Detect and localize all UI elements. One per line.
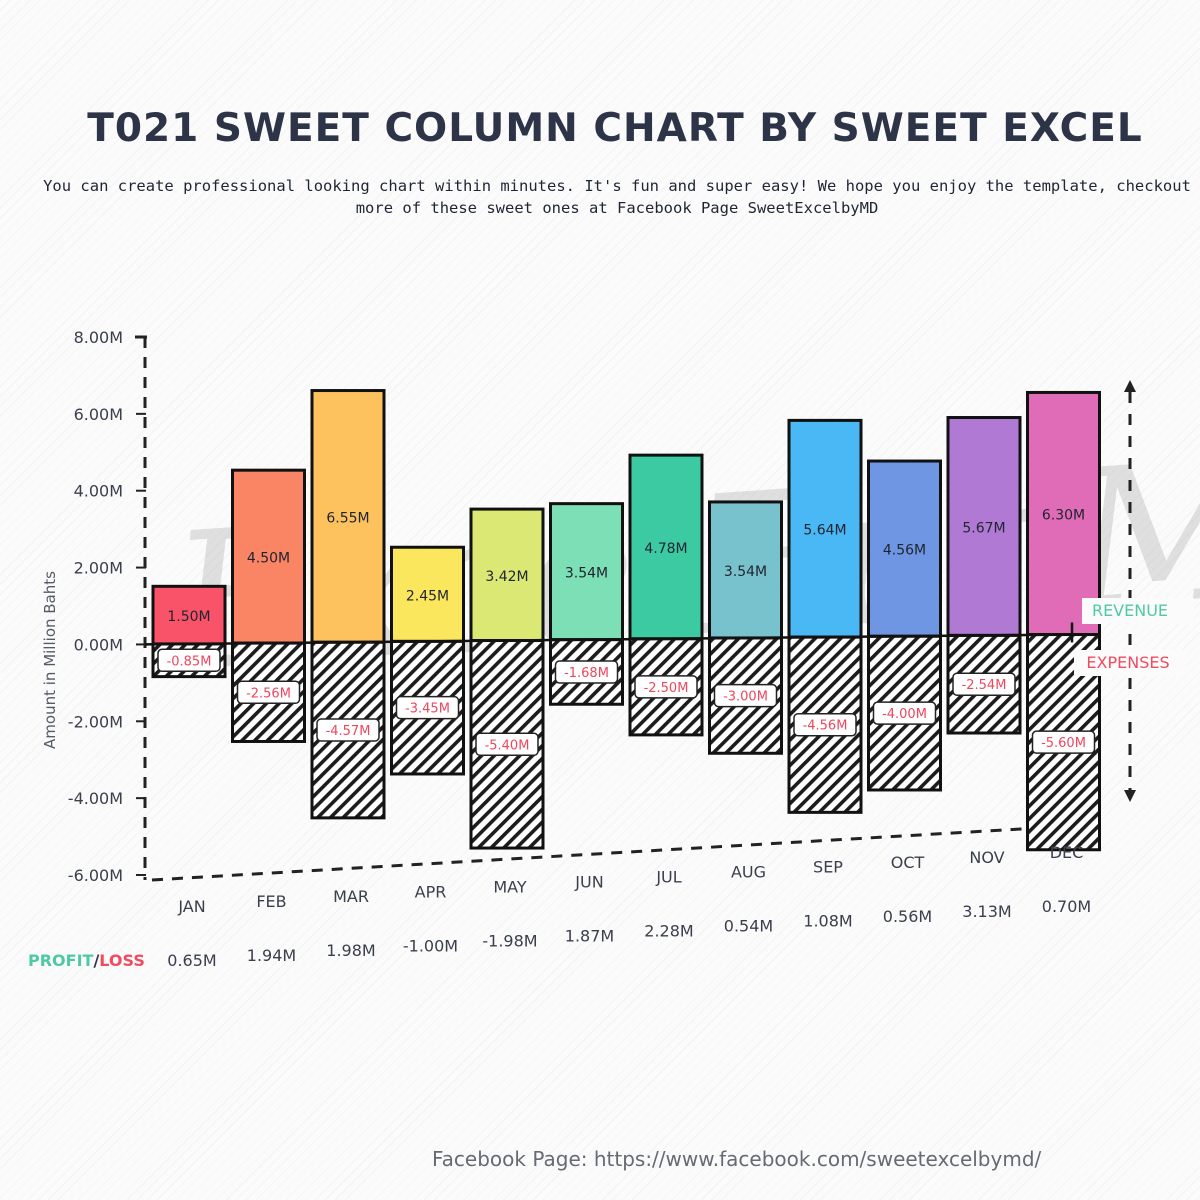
- y-tick-label: -6.00M: [68, 866, 123, 885]
- profit-loss-value: 1.98M: [326, 941, 375, 960]
- x-tick-label: MAR: [333, 887, 369, 906]
- profit-loss-value: 0.70M: [1042, 897, 1091, 916]
- footer-link[interactable]: Facebook Page: https://www.facebook.com/…: [432, 1147, 1042, 1171]
- revenue-value-label: 2.45M: [406, 588, 449, 604]
- expense-label-box: [395, 695, 460, 720]
- bottom-baseline: [151, 824, 1073, 882]
- chart-labels: 1.50M -0.85M JAN 0.65M 4.50M -2.56M FEB 1.94M 6.…: [157, 508, 1096, 970]
- y-tick-label: 2.00M: [74, 559, 123, 578]
- y-tick-label: 6.00M: [74, 405, 123, 424]
- expense-label-box: [236, 680, 301, 705]
- x-tick-label: SEP: [813, 858, 843, 877]
- expense-value-label: -4.00M: [882, 707, 927, 722]
- revenue-bar: [787, 418, 863, 639]
- loss-label: LOSS: [99, 951, 145, 970]
- profit-loss-label: PROFIT/LOSS: [28, 951, 145, 970]
- expense-label-box: [952, 672, 1016, 696]
- expense-label-box: [1031, 730, 1096, 754]
- legend-expenses: EXPENSES: [1086, 653, 1169, 672]
- zero-line: [144, 633, 1081, 646]
- expense-value-label: -4.56M: [803, 719, 848, 734]
- legend-revenue: REVENUE: [1092, 601, 1168, 620]
- revenue-value-label: 3.54M: [724, 564, 767, 580]
- profit-loss-value: 2.28M: [644, 922, 693, 941]
- profit-loss-value: 0.56M: [883, 907, 932, 926]
- profit-loss-value: 0.65M: [167, 951, 216, 970]
- expense-value-label: -2.50M: [644, 681, 689, 696]
- profit-loss-value: 1.08M: [803, 912, 852, 931]
- expense-label-box: [793, 712, 857, 737]
- y-axis-title: Amount in Million Bahts: [41, 571, 59, 749]
- expense-value-label: -4.57M: [326, 724, 371, 739]
- revenue-value-label: 6.55M: [326, 510, 369, 526]
- y-tick-label: 8.00M: [74, 328, 123, 347]
- revenue-value-label: 4.78M: [644, 541, 687, 557]
- profit-loss-value: 3.13M: [962, 902, 1011, 921]
- y-tick-label: -4.00M: [68, 789, 123, 808]
- expense-value-label: -3.45M: [405, 702, 450, 717]
- expense-label-box: [475, 732, 539, 757]
- x-tick-label: JAN: [177, 897, 205, 916]
- profit-loss-value: -1.98M: [482, 931, 537, 950]
- expense-value-label: -2.56M: [246, 686, 291, 701]
- revenue-bar: [867, 459, 942, 638]
- profit-loss-value: 1.94M: [247, 946, 296, 965]
- expense-label-box: [634, 675, 698, 699]
- revenue-bar: [231, 468, 306, 645]
- y-tick-label: 0.00M: [74, 635, 123, 654]
- expense-label-box: [872, 701, 937, 725]
- expense-value-label: -5.60M: [1041, 736, 1086, 751]
- legend-revenue-bg: [1082, 598, 1194, 624]
- expense-value-label: -2.54M: [962, 678, 1007, 693]
- x-tick-label: JUN: [574, 872, 603, 891]
- profit-loss-separator: /: [93, 951, 99, 970]
- revenue-value-label: 4.56M: [883, 543, 926, 559]
- revenue-value-label: 4.50M: [247, 551, 290, 567]
- profit-loss-value: 1.87M: [565, 926, 614, 945]
- expense-label-box: [713, 683, 778, 708]
- revenue-value-label: 3.54M: [565, 566, 608, 582]
- y-tick-label: 4.00M: [74, 482, 123, 501]
- revenue-bar: [1026, 390, 1101, 637]
- x-tick-label: FEB: [256, 892, 286, 911]
- expense-value-label: -1.68M: [564, 666, 609, 681]
- x-tick-label: NOV: [969, 848, 1004, 867]
- x-tick-label: MAY: [493, 877, 527, 896]
- chart-bars: [144, 389, 1101, 852]
- revenue-value-label: 5.67M: [962, 520, 1005, 536]
- x-tick-label: DEC: [1050, 843, 1084, 862]
- revenue-bar: [151, 584, 227, 646]
- profit-label: PROFIT: [28, 951, 94, 970]
- profit-loss-value: -1.00M: [403, 936, 458, 955]
- revenue-bar: [549, 502, 624, 642]
- revenue-value-label: 1.50M: [167, 609, 210, 625]
- revenue-value-label: 6.30M: [1042, 508, 1085, 524]
- chart-axes: 8.00M 6.00M 4.00M 2.00M 0.00M -2.00M -4.00M -6.…: [68, 328, 1073, 885]
- expense-label-box: [554, 660, 619, 684]
- expense-value-label: -3.00M: [723, 690, 768, 705]
- x-tick-label: APR: [415, 882, 447, 901]
- chart-title: T021 SWEET COLUMN CHART BY SWEET EXCEL: [87, 106, 1143, 151]
- x-tick-label: OCT: [891, 853, 925, 872]
- x-tick-label: AUG: [731, 863, 766, 882]
- revenue-value-label: 5.64M: [803, 523, 846, 539]
- legend-arrow: [1124, 380, 1136, 802]
- revenue-bar: [469, 507, 545, 643]
- expense-value-label: -5.40M: [485, 738, 530, 753]
- chart-subtitle: You can create professional looking char…: [43, 177, 1191, 217]
- legend-expenses-bg: [1074, 650, 1186, 676]
- revenue-bar: [310, 389, 386, 644]
- revenue-value-label: 3.42M: [485, 569, 528, 585]
- revenue-bar: [708, 500, 783, 640]
- profit-loss-value: 0.54M: [724, 917, 773, 936]
- expense-label-box: [316, 718, 380, 742]
- y-tick-label: -2.00M: [68, 712, 123, 731]
- revenue-bar: [390, 545, 465, 643]
- expense-label-box: [157, 648, 221, 673]
- x-tick-label: JUL: [655, 868, 681, 887]
- expense-value-label: -0.85M: [167, 654, 212, 669]
